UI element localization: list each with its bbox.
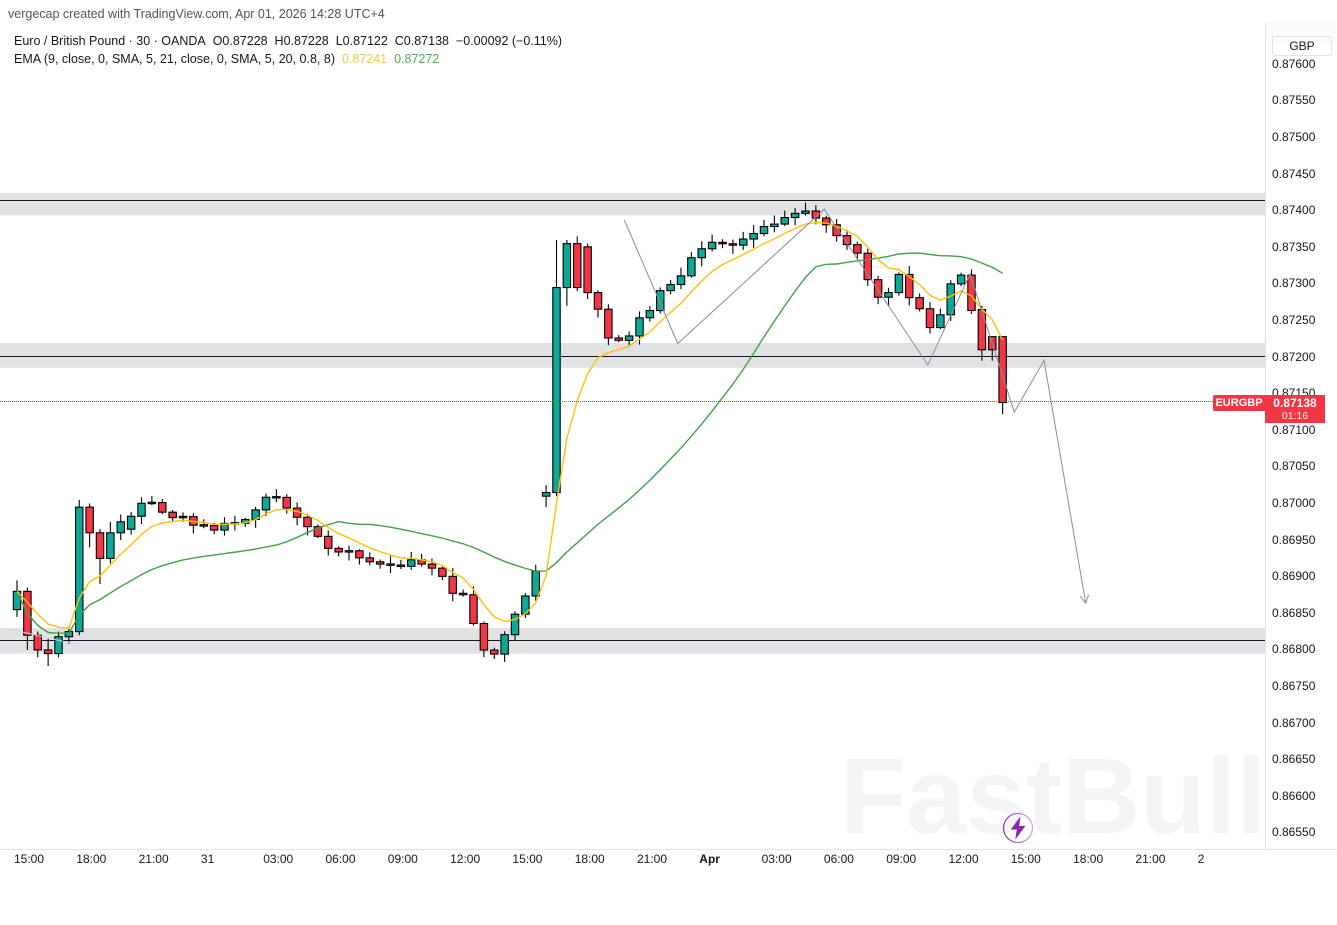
svg-text:FastBull: FastBull bbox=[840, 753, 1266, 853]
